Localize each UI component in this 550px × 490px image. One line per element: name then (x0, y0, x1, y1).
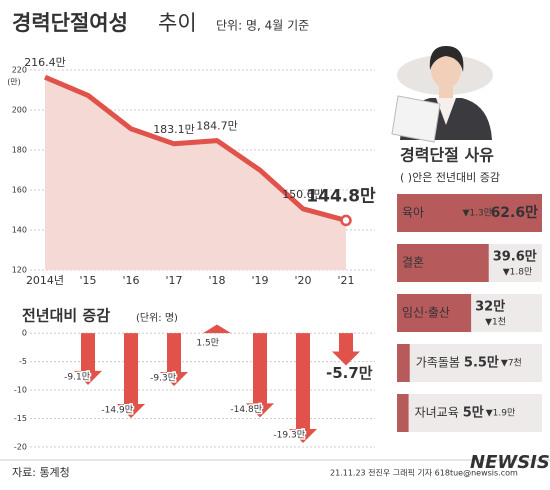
y-tick-label: 140 (12, 226, 27, 235)
y-tick-label: -15 (14, 414, 27, 423)
arrow (289, 333, 317, 444)
value-label: 39.6만 (493, 249, 537, 265)
value-label: 216.4만 (24, 56, 66, 69)
title-2: 추이 (158, 11, 197, 35)
change-label: ▼1.9만 (486, 408, 516, 419)
logo: NEWSIS (470, 452, 550, 473)
value-label: 183.1만 (153, 123, 195, 136)
value-label: -9.3만 (150, 373, 176, 384)
x-tick-label: '17 (165, 274, 182, 287)
x-tick-label: '18 (208, 274, 225, 287)
credit: 21.11.23 전진우 그래픽 기자 618tue@newsis.com (330, 468, 518, 478)
change-title: 전년대비 증감 (22, 307, 110, 325)
y-tick-label: 160 (12, 186, 27, 195)
y-tick-label: -20 (14, 443, 27, 452)
value-label: -14.9만 (101, 404, 133, 415)
x-tick-label: 2014년 (26, 274, 64, 287)
bar (397, 194, 542, 232)
source: 자료: 통계청 (12, 466, 70, 479)
arrow (74, 333, 102, 385)
value-label: 32만 (475, 299, 505, 315)
unit: 단위: 명, 4월 기준 (216, 19, 309, 33)
arrow (332, 333, 360, 366)
value-label: -14.8만 (230, 404, 262, 415)
end-marker (340, 214, 352, 227)
bar (397, 394, 409, 432)
category-label: 결혼 (402, 256, 424, 270)
y-tick-label: 200 (12, 106, 27, 115)
y-tick-label: -5 (19, 357, 27, 366)
value-label: 1.5만 (196, 338, 219, 349)
change-label: ▼1.3만 (462, 208, 492, 219)
arrow (160, 333, 188, 387)
change-label: ▼1천 (485, 317, 506, 328)
bar (397, 344, 410, 382)
category-label: 육아 (402, 206, 424, 220)
area (45, 77, 346, 270)
x-tick-label: '19 (251, 274, 268, 287)
change-label: ▼7천 (501, 358, 522, 369)
arrow (117, 333, 145, 418)
x-tick-label: '16 (122, 274, 139, 287)
y-tick-label: -10 (14, 386, 27, 395)
title: 경력단절여성 (12, 11, 128, 35)
y-tick-label: 180 (12, 146, 27, 155)
reason-subtitle: ( )안은 전년대비 증감 (400, 171, 500, 184)
category-label: 가족돌봄 (416, 356, 460, 370)
line (44, 74, 347, 223)
x-tick-label: '21 (337, 274, 354, 287)
y-tick-label: 120 (12, 266, 27, 275)
row-bg (397, 344, 542, 382)
x-tick-label: '20 (294, 274, 311, 287)
bar (397, 294, 472, 332)
category-label: 임신·출산 (402, 306, 450, 320)
y-tick-label: 220 (12, 66, 27, 75)
reason-title: 경력단절 사유 (400, 146, 494, 165)
value-label: 184.7만 (196, 120, 238, 133)
value-label: 5만 (463, 405, 484, 421)
value-label: 144.8만 (306, 186, 376, 206)
value-label: 62.6만 (491, 205, 539, 221)
illustration (391, 46, 493, 143)
value-label: 150.6만 (282, 188, 324, 201)
category-label: 자녀교육 (415, 406, 459, 420)
value-label: -5.7만 (326, 364, 373, 382)
row-bg (397, 394, 542, 432)
value-label: -19.3만 (273, 430, 305, 441)
change-label: ▼1.8만 (503, 267, 533, 278)
value-label: -9.1만 (64, 371, 90, 382)
arrow (203, 324, 231, 334)
y-tick-label: 0 (22, 329, 27, 338)
value-label: 5.5만 (464, 355, 499, 371)
change-unit: (단위: 명) (136, 311, 178, 324)
x-tick-label: '15 (79, 274, 96, 287)
y-axis-label: (만) (7, 78, 21, 87)
arrow (246, 333, 274, 418)
bar (397, 244, 489, 282)
